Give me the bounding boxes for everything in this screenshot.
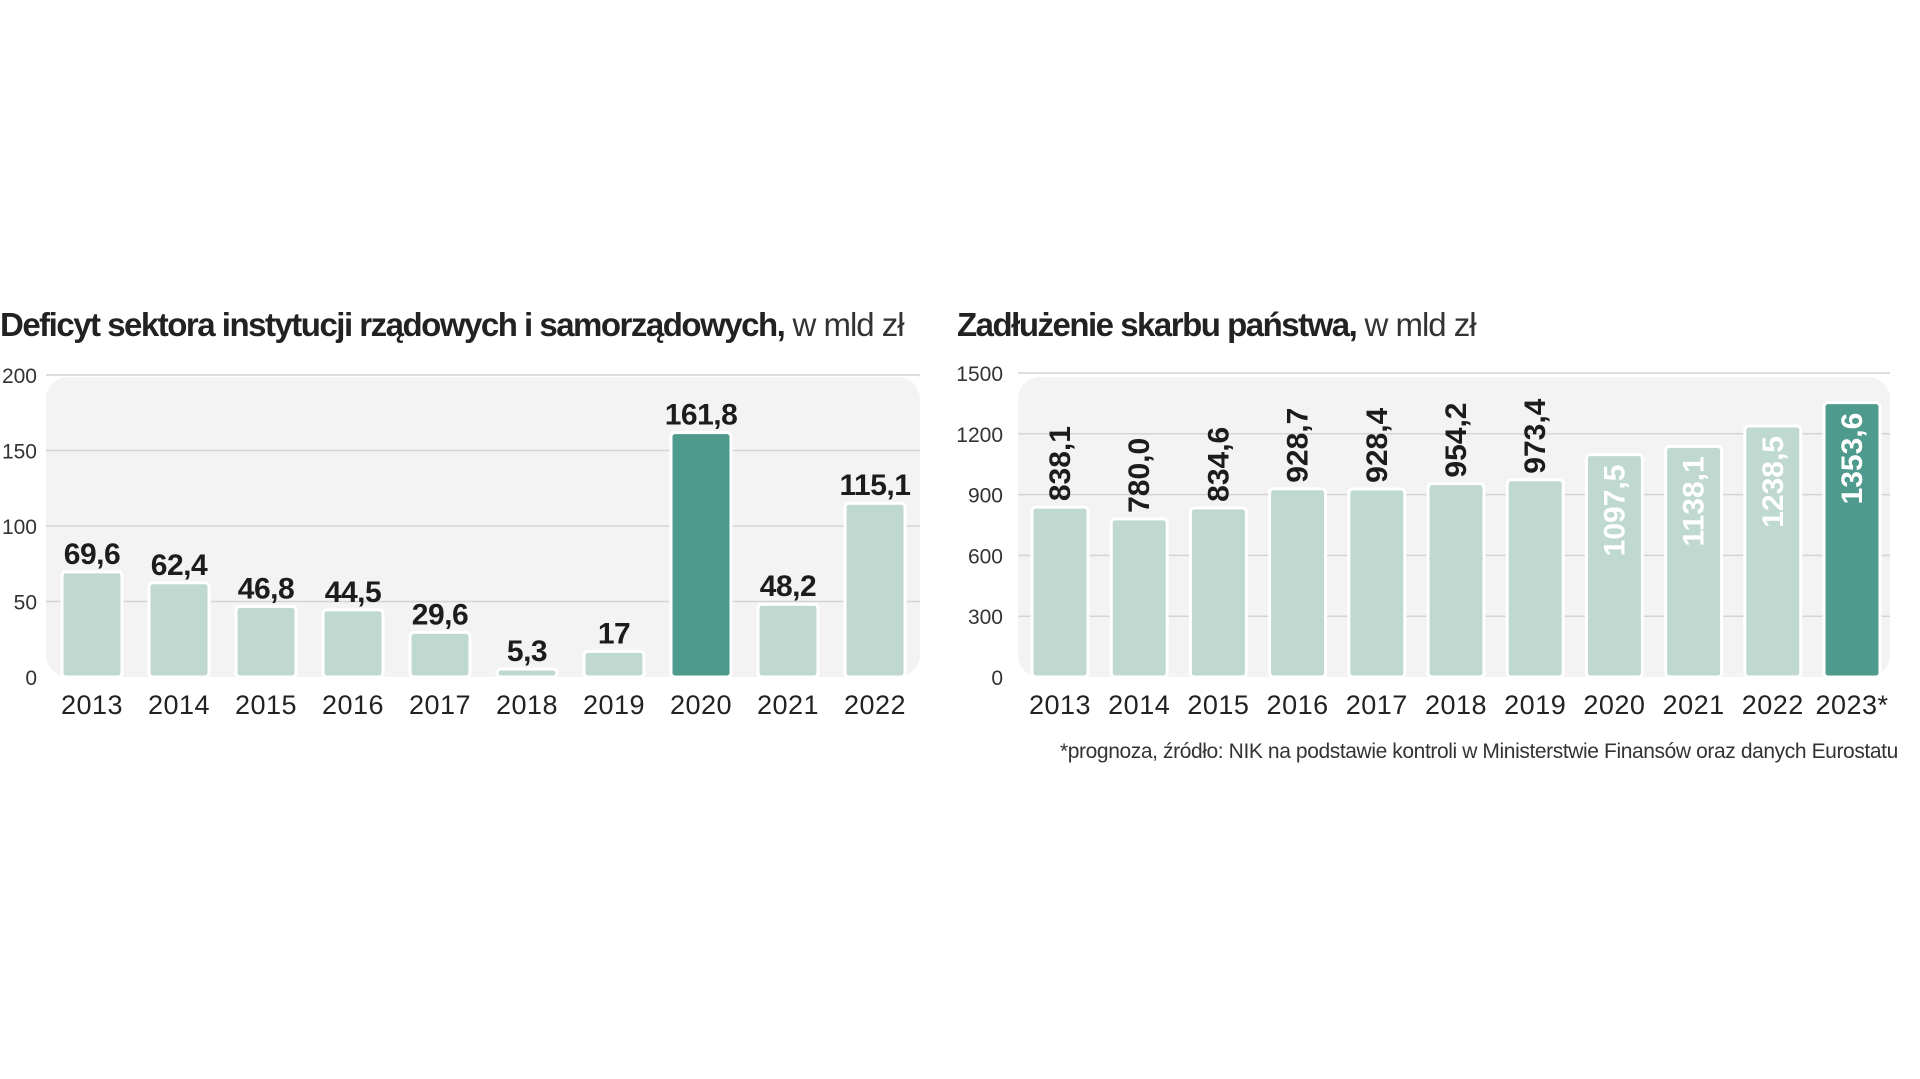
debt-x-tick-label: 2022 <box>1742 690 1804 720</box>
debt-x-tick-label: 2015 <box>1187 690 1249 720</box>
debt-value-label: 1138,1 <box>1678 456 1711 546</box>
debt-bar-chart: 0 300 600 900 1200 1500 2013 838,1 2014 780,0 2015… <box>956 363 1890 720</box>
debt-value-label: 1353,6 <box>1836 413 1869 505</box>
deficit-bar <box>756 602 820 679</box>
deficit-value-label: 62,4 <box>151 549 208 582</box>
deficit-x-tick-label: 2016 <box>322 690 384 720</box>
deficit-value-label: 5,3 <box>507 635 547 668</box>
deficit-value-label: 44,5 <box>325 576 381 609</box>
deficit-value-label: 29,6 <box>412 598 468 631</box>
deficit-bar <box>669 431 733 679</box>
deficit-bar <box>60 570 124 679</box>
deficit-y-tick-label: 0 <box>25 667 37 690</box>
deficit-x-tick-label: 2014 <box>148 690 210 720</box>
debt-y-tick-label: 300 <box>968 606 1003 629</box>
debt-bar <box>1822 401 1882 679</box>
deficit-value-label: 69,6 <box>64 538 120 571</box>
deficit-title-unit: w mld zł <box>784 306 904 343</box>
deficit-bar <box>582 649 646 679</box>
debt-value-label: 838,1 <box>1044 426 1077 501</box>
debt-value-label: 928,7 <box>1282 408 1315 483</box>
debt-value-label: 1238,5 <box>1757 436 1790 528</box>
debt-x-tick-label: 2013 <box>1029 690 1091 720</box>
deficit-value-label: 17 <box>598 617 630 650</box>
debt-value-label: 1097,5 <box>1598 465 1631 557</box>
deficit-chart-title: Deficyt sektora instytucji rządowych i s… <box>0 306 905 344</box>
debt-bar <box>1426 482 1486 679</box>
debt-x-tick-label: 2019 <box>1504 690 1566 720</box>
debt-y-tick-label: 600 <box>968 545 1003 568</box>
deficit-value-label: 48,2 <box>760 570 816 603</box>
debt-bar <box>1188 506 1248 679</box>
debt-bar <box>1584 453 1644 679</box>
deficit-x-tick-label: 2013 <box>61 690 123 720</box>
debt-bar <box>1268 487 1328 679</box>
deficit-x-tick-label: 2017 <box>409 690 471 720</box>
deficit-bar-chart: 0 50 100 150 200 2013 69,6 2014 62,4 2015 46,8 2016… <box>2 365 920 720</box>
deficit-x-tick-label: 2022 <box>844 690 906 720</box>
debt-title-main: Zadłużenie skarbu państwa, <box>957 306 1358 343</box>
debt-x-tick-label: 2018 <box>1425 690 1487 720</box>
debt-y-tick-label: 1200 <box>956 424 1003 447</box>
debt-value-label: 954,2 <box>1440 403 1473 478</box>
debt-x-tick-label: 2020 <box>1583 690 1645 720</box>
deficit-y-tick-label: 50 <box>14 592 37 615</box>
source-footnote: *prognoza, źródło: NIK na podstawie kont… <box>1060 740 1898 763</box>
deficit-x-tick-label: 2019 <box>583 690 645 720</box>
debt-y-tick-label: 900 <box>968 485 1003 508</box>
deficit-bar <box>321 608 385 679</box>
debt-y-tick-label: 1500 <box>956 363 1003 386</box>
debt-bar <box>1109 517 1169 679</box>
deficit-value-label: 46,8 <box>238 572 294 605</box>
debt-bar <box>1664 444 1724 679</box>
debt-x-tick-label: 2023* <box>1815 690 1888 720</box>
deficit-bar <box>234 604 298 679</box>
deficit-y-tick-label: 100 <box>2 516 37 539</box>
debt-value-label: 834,6 <box>1202 427 1235 502</box>
debt-y-tick-label: 0 <box>991 667 1003 690</box>
debt-bar <box>1030 505 1090 679</box>
deficit-x-tick-label: 2020 <box>670 690 732 720</box>
deficit-bar <box>408 630 472 679</box>
deficit-bar <box>843 501 907 679</box>
debt-bar <box>1347 487 1407 679</box>
deficit-value-label: 115,1 <box>840 469 911 502</box>
deficit-bar <box>147 581 211 679</box>
debt-value-label: 973,4 <box>1519 398 1552 473</box>
deficit-bar <box>495 667 559 679</box>
debt-chart-title: Zadłużenie skarbu państwa, w mld zł <box>957 306 1477 344</box>
deficit-y-tick-label: 150 <box>2 441 37 464</box>
debt-title-unit: w mld zł <box>1356 306 1476 343</box>
deficit-y-tick-label: 200 <box>2 365 37 388</box>
debt-value-label: 780,0 <box>1123 438 1156 513</box>
deficit-x-tick-label: 2018 <box>496 690 558 720</box>
deficit-value-label: 161,8 <box>665 399 738 432</box>
debt-x-tick-label: 2016 <box>1267 690 1329 720</box>
deficit-x-tick-label: 2015 <box>235 690 297 720</box>
debt-x-tick-label: 2017 <box>1346 690 1408 720</box>
debt-bar <box>1743 424 1803 679</box>
deficit-title-main: Deficyt sektora instytucji rządowych i s… <box>0 306 786 343</box>
debt-x-tick-label: 2021 <box>1663 690 1725 720</box>
debt-x-tick-label: 2014 <box>1108 690 1170 720</box>
deficit-x-tick-label: 2021 <box>757 690 819 720</box>
debt-bar <box>1505 478 1565 679</box>
debt-value-label: 928,4 <box>1361 407 1394 482</box>
